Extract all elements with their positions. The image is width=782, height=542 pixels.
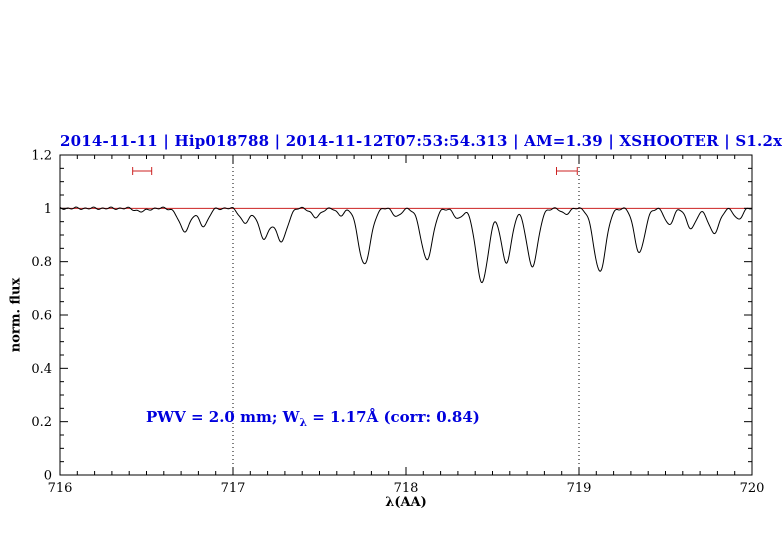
- pwv-annotation-prefix: PWV = 2.0 mm; W: [146, 408, 300, 426]
- x-tick-label: 717: [221, 481, 246, 496]
- y-tick-label: 0.8: [31, 255, 52, 270]
- y-axis-label: norm. flux: [8, 277, 24, 353]
- pwv-annotation-lambda-subscript: λ: [299, 416, 308, 429]
- x-axis-label: λ(AA): [385, 495, 427, 510]
- y-tick-label: 1: [44, 202, 52, 217]
- x-tick-label: 716: [48, 481, 73, 496]
- y-tick-label: 1.2: [31, 149, 52, 164]
- spectrum-line: [59, 206, 753, 284]
- x-tick-label: 718: [394, 481, 419, 496]
- pwv-annotation-suffix: = 1.17Å (corr: 0.84): [307, 408, 480, 426]
- y-tick-label: 0.6: [31, 309, 52, 324]
- x-tick-label: 720: [740, 481, 765, 496]
- y-tick-label: 0.2: [31, 415, 52, 430]
- pwv-annotation: PWV = 2.0 mm; Wλ = 1.17Å (corr: 0.84): [146, 408, 480, 429]
- x-tick-label: 719: [567, 481, 592, 496]
- y-tick-label: 0: [44, 469, 52, 484]
- y-tick-label: 0.4: [31, 362, 52, 377]
- plot-title: 2014-11-11 | Hip018788 | 2014-11-12T07:5…: [60, 132, 782, 150]
